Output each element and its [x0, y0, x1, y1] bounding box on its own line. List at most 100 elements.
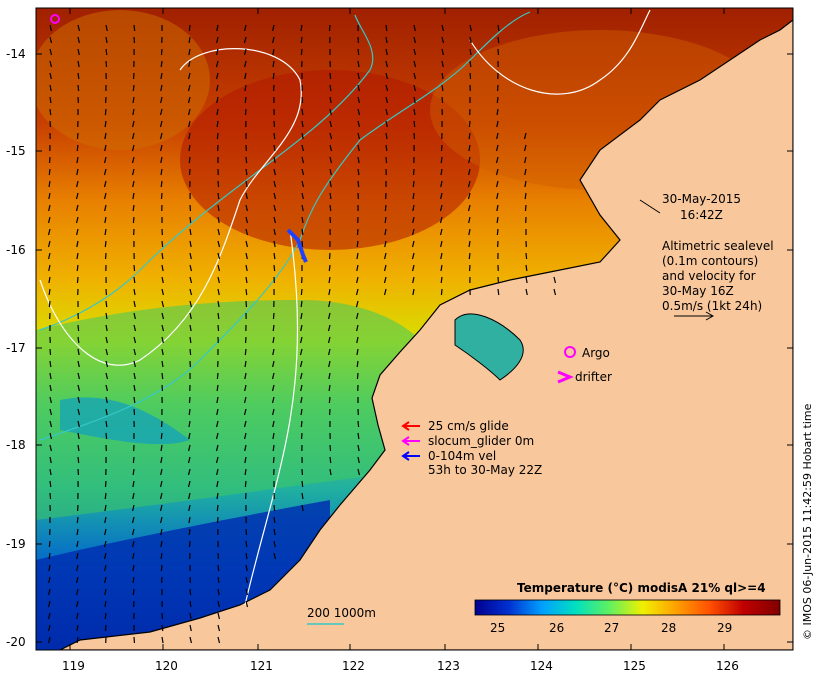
velocity-arrow	[468, 240, 471, 248]
velocity-arrow	[188, 408, 191, 416]
velocity-arrow	[75, 576, 79, 584]
velocity-arrow	[160, 432, 163, 440]
velocity-arrow	[103, 156, 107, 164]
velocity-arrow	[216, 372, 219, 380]
velocity-arrow	[244, 60, 247, 68]
velocity-arrow	[357, 432, 360, 440]
velocity-arrow	[103, 180, 107, 188]
velocity-arrow	[497, 24, 500, 32]
velocity-arrow	[105, 312, 108, 320]
cool-band	[36, 300, 420, 520]
velocity-arrow	[103, 168, 107, 176]
velocity-arrow	[357, 168, 360, 176]
velocity-arrow	[300, 324, 303, 332]
lon-label: 121	[250, 659, 273, 673]
velocity-arrow	[105, 348, 109, 356]
glider-track	[286, 228, 308, 263]
velocity-arrow	[327, 312, 331, 320]
velocity-arrow	[131, 144, 135, 152]
velocity-arrow	[160, 540, 163, 548]
velocity-arrow	[299, 360, 303, 368]
velocity-arrow	[245, 216, 249, 224]
velocity-arrow	[469, 36, 472, 44]
velocity-arrow	[300, 408, 303, 416]
velocity-arrow	[329, 120, 332, 128]
velocity-arrow	[243, 396, 247, 404]
velocity-arrow	[217, 576, 220, 584]
velocity-arrow	[217, 564, 220, 572]
velocity-arrow	[77, 384, 81, 392]
velocity-arrow	[189, 288, 193, 296]
velocity-arrow	[189, 300, 193, 308]
velocity-arrow	[329, 84, 332, 92]
velocity-arrow	[47, 240, 51, 248]
velocity-arrow	[440, 168, 443, 176]
velocity-arrow	[133, 360, 136, 368]
colorbar-tick: 29	[717, 621, 732, 635]
velocity-arrow	[103, 540, 107, 548]
velocity-arrow	[188, 432, 191, 440]
velocity-arrow	[327, 324, 331, 332]
velocity-arrow	[273, 132, 276, 140]
velocity-arrow	[245, 264, 248, 272]
lon-label: 120	[155, 659, 178, 673]
lat-label: -19	[6, 537, 26, 551]
velocity-arrow	[189, 348, 192, 356]
velocity-arrow	[497, 276, 500, 284]
velocity-arrow	[272, 324, 275, 332]
velocity-arrow	[441, 84, 444, 92]
velocity-arrow	[49, 420, 53, 428]
velocity-arrow	[132, 552, 135, 560]
velocity-arrow	[159, 516, 163, 524]
argo-icon	[564, 346, 576, 358]
velocity-arrow	[161, 360, 164, 368]
velocity-arrow	[160, 552, 163, 560]
velocity-arrow	[216, 132, 219, 140]
velocity-arrow	[441, 72, 444, 80]
velocity-arrow	[357, 180, 360, 188]
vel-legend-label: 0-104m vel	[428, 449, 496, 463]
velocity-arrow	[245, 168, 248, 176]
velocity-arrow	[132, 216, 135, 224]
velocity-arrow	[104, 120, 107, 128]
velocity-arrow	[76, 144, 79, 152]
velocity-arrow	[133, 276, 136, 284]
velocity-arrow	[189, 612, 192, 620]
velocity-arrow	[49, 24, 53, 32]
velocity-arrow	[300, 420, 303, 428]
velocity-arrow	[271, 384, 275, 392]
velocity-arrow	[159, 480, 163, 488]
velocity-arrow	[77, 444, 80, 452]
velocity-arrow	[133, 408, 136, 416]
velocity-arrow	[440, 180, 443, 188]
velocity-arrow	[77, 432, 80, 440]
velocity-arrow	[301, 504, 304, 512]
velocity-arrow	[273, 216, 277, 224]
velocity-arrow	[161, 252, 164, 260]
velocity-arrow	[412, 276, 415, 284]
velocity-arrow	[357, 468, 360, 476]
velocity-arrow	[76, 540, 79, 548]
lat-label: -20	[6, 635, 26, 649]
velocity-arrow	[77, 348, 80, 356]
velocity-arrow	[187, 96, 191, 104]
velocity-arrow	[440, 156, 443, 164]
velocity-arrow	[160, 48, 163, 56]
velocity-arrow	[76, 276, 79, 284]
velocity-arrow	[413, 36, 416, 44]
velocity-arrow	[217, 588, 220, 596]
velocity-arrow	[217, 252, 221, 260]
map-date: 30-May-2015	[662, 192, 741, 206]
velocity-arrow	[132, 108, 135, 116]
velocity-arrow	[217, 276, 220, 284]
lat-ticks	[36, 53, 793, 643]
velocity-arrow	[524, 180, 527, 188]
velocity-arrow	[48, 540, 51, 548]
velocity-arrow	[188, 156, 191, 164]
velocity-arrow	[216, 24, 219, 32]
velocity-arrow	[469, 24, 472, 32]
velocity-arrow	[301, 192, 304, 200]
velocity-arrow	[273, 204, 277, 212]
velocity-arrow	[328, 396, 331, 404]
velocity-arrow	[385, 24, 388, 32]
